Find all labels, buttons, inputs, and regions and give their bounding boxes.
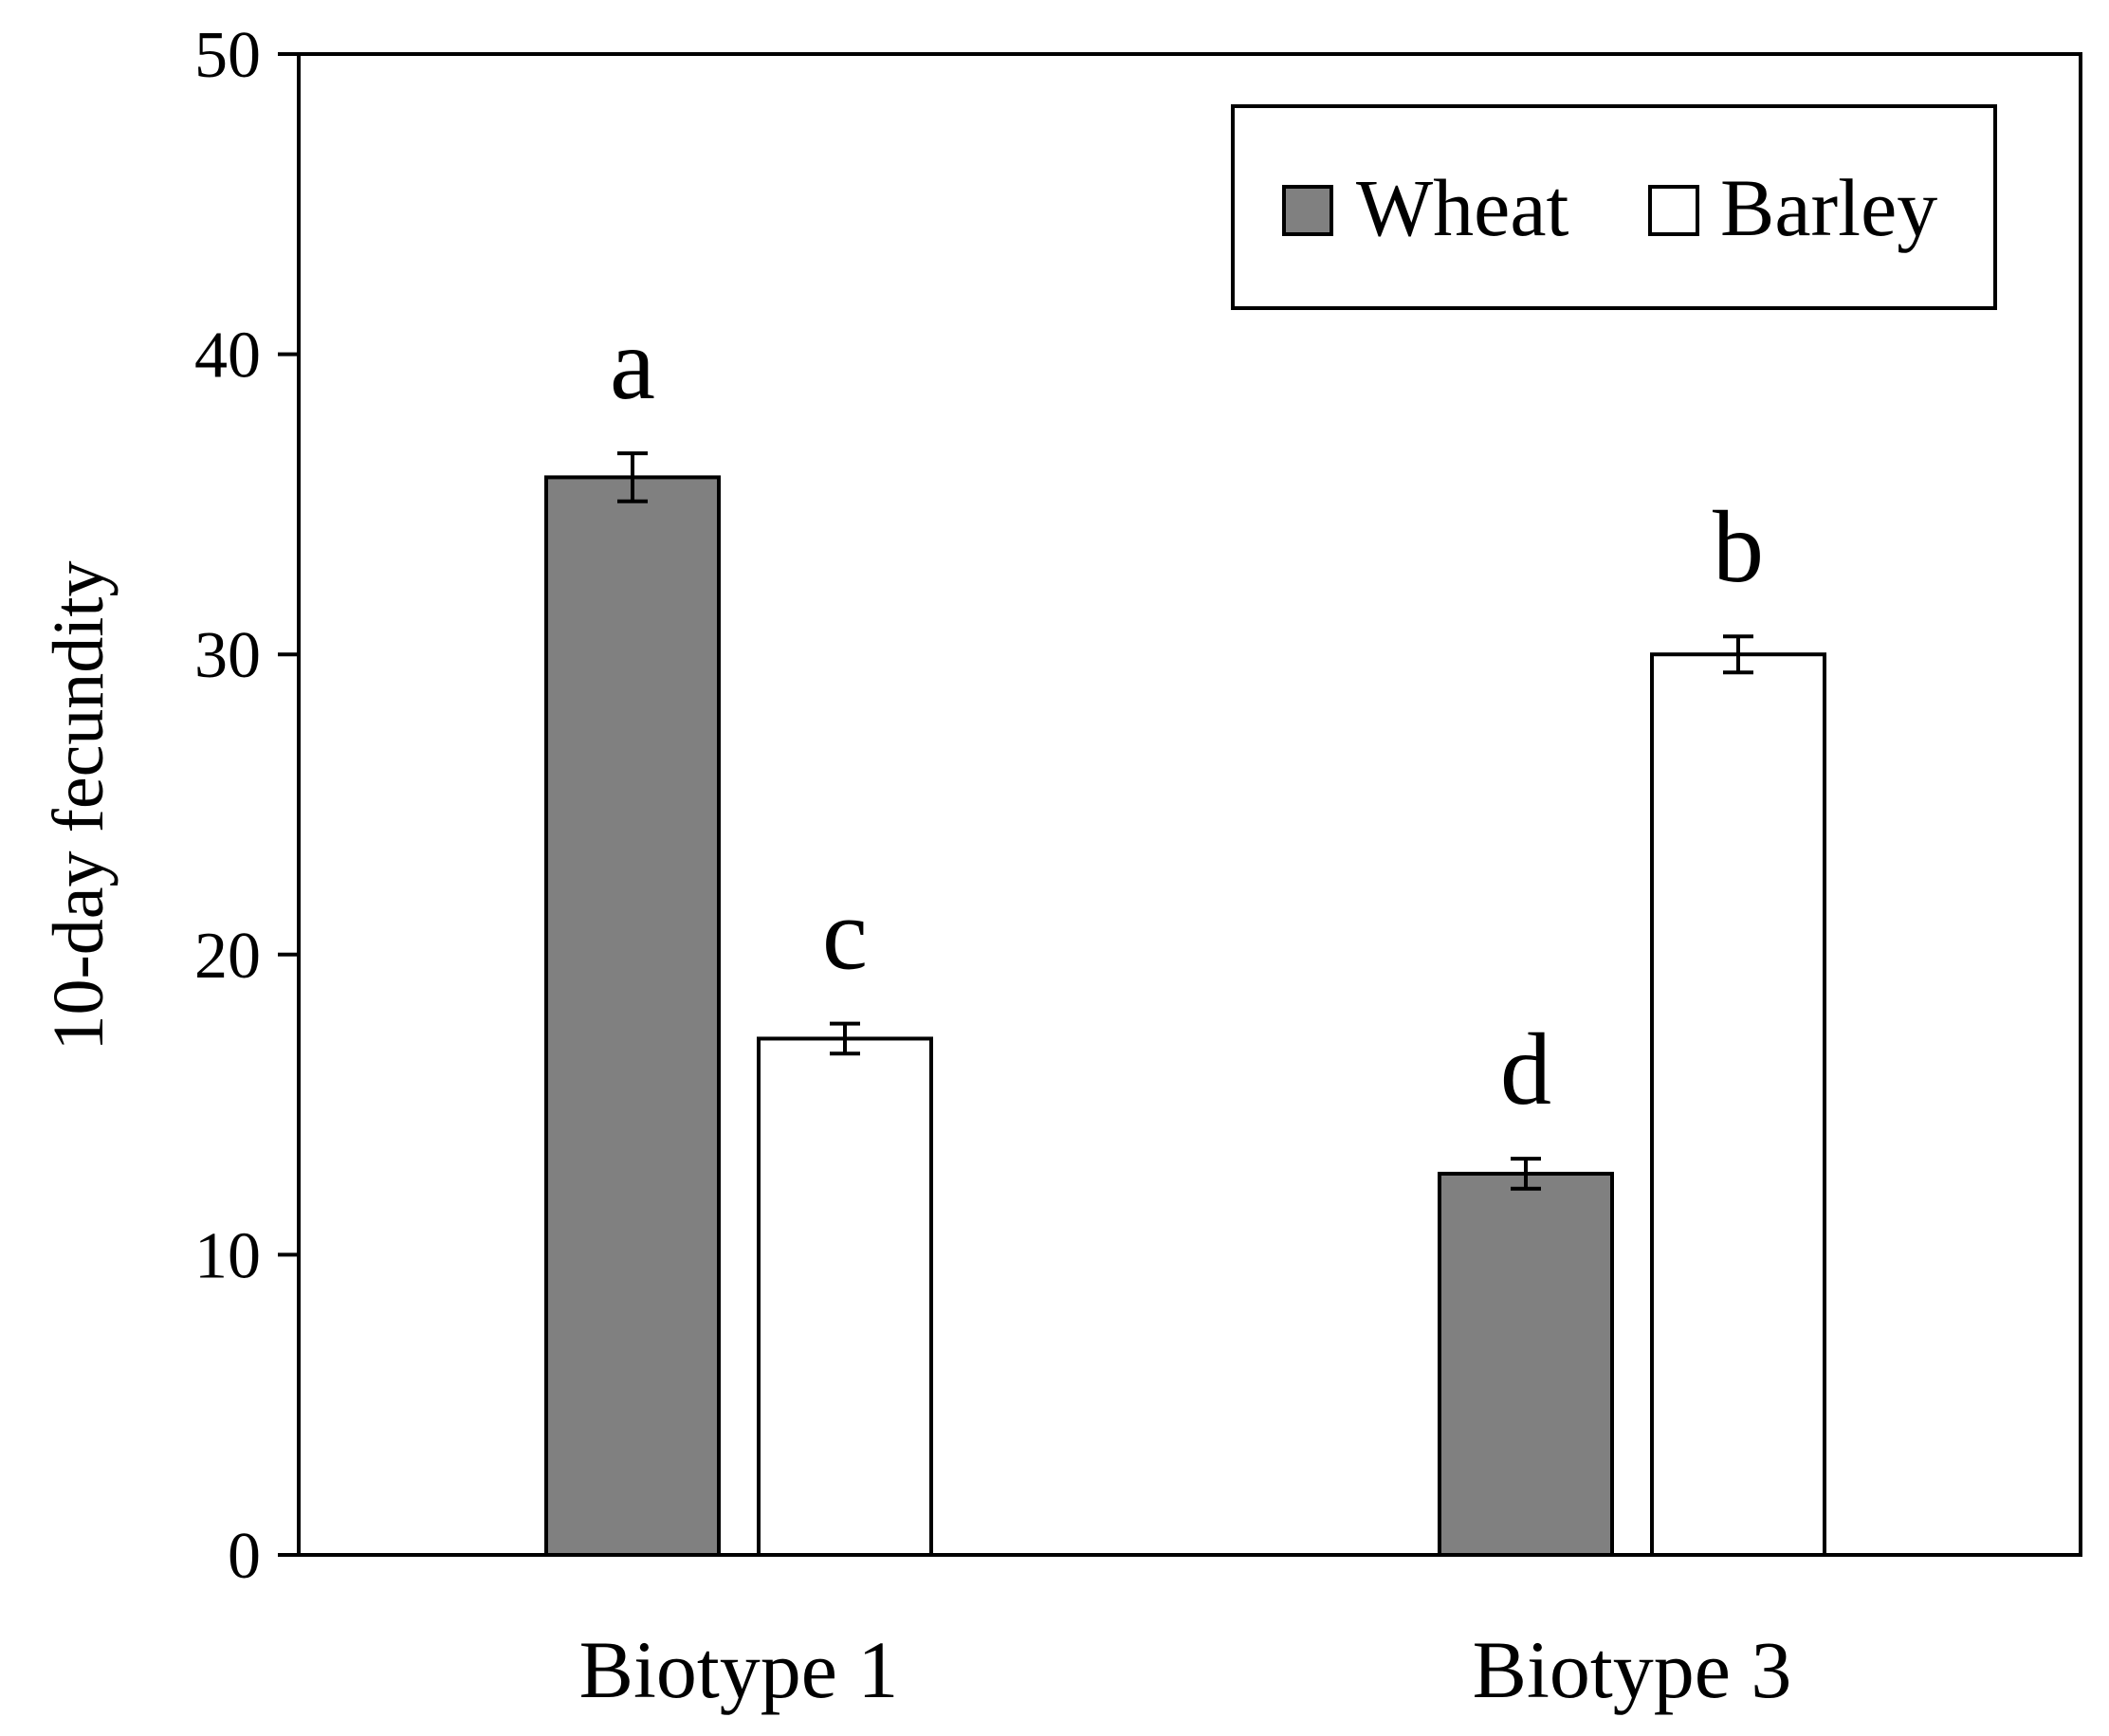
legend-label-barley: Barley [1720, 162, 1937, 253]
significance-letter: a [610, 308, 655, 421]
bar-wheat [544, 475, 721, 1557]
legend-label-wheat: Wheat [1356, 162, 1569, 253]
bar-wheat [1438, 1171, 1614, 1557]
y-tick-label: 20 [194, 920, 261, 993]
y-tick-label: 40 [194, 320, 261, 393]
y-tick-label: 30 [194, 619, 261, 692]
labels: 0 10 20 30 40 50 a d c b Biotype 1 Biotype 3 [194, 19, 1791, 1715]
y-tick-label: 0 [228, 1520, 261, 1593]
x-category-label: Biotype 1 [579, 1624, 899, 1715]
y-tick-label: 10 [194, 1219, 261, 1292]
y-tick-label: 50 [194, 19, 261, 92]
bars [544, 451, 1826, 1557]
significance-letter: c [822, 879, 868, 992]
legend-box [1231, 104, 1997, 310]
significance-letter: d [1500, 1014, 1551, 1126]
y-axis-label: 10-day fecundity [39, 560, 119, 1051]
bar-barley [757, 1036, 933, 1557]
bar-barley [1650, 652, 1826, 1557]
x-category-label: Biotype 3 [1473, 1624, 1792, 1715]
legend: Wheat Barley [1231, 104, 1997, 310]
legend-swatch-barley [1648, 185, 1699, 236]
plot-area [278, 52, 2082, 1557]
significance-letter: b [1713, 491, 1764, 604]
plot-frame [297, 52, 2082, 1557]
legend-swatch-wheat [1282, 185, 1333, 236]
